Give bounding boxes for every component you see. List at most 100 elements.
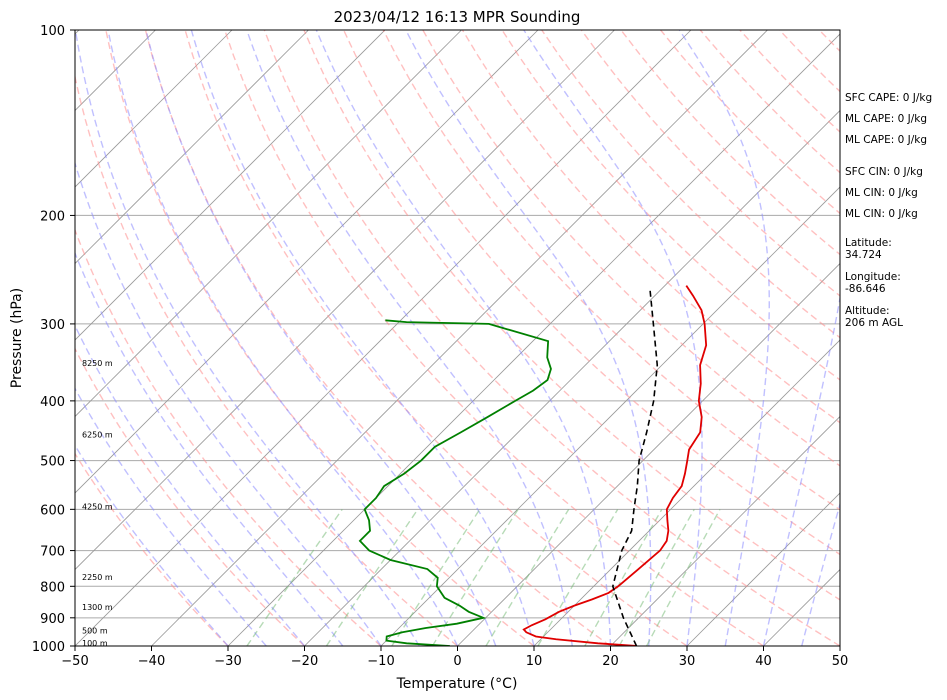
height-label: 4250 m (82, 503, 113, 512)
sfc-cape-text: SFC CAPE: 0 J/kg (845, 92, 933, 104)
moist-adiabat (405, 30, 652, 646)
isotherm-line (75, 30, 692, 646)
moist-adiabat (107, 30, 459, 646)
moist-adiabat (246, 30, 573, 646)
dewpoint-line (358, 319, 552, 646)
background-lines (0, 30, 840, 646)
moist-adiabat (523, 30, 703, 646)
dry-adiabat (461, 30, 840, 424)
isotherm-line (0, 30, 3, 646)
x-tick-label: −10 (367, 654, 394, 669)
moist-adiabat (315, 30, 612, 646)
mixing-ratio-line (618, 508, 695, 646)
height-label: 100 m (82, 639, 108, 648)
mixing-ratio-line (485, 508, 570, 646)
isotherm-line (75, 30, 309, 265)
moist-adiabat (75, 324, 306, 646)
height-label: 6250 m (82, 431, 113, 440)
x-axis-label: Temperature (°C) (396, 676, 518, 692)
y-tick-label: 400 (40, 395, 65, 410)
y-tick-label: 300 (40, 318, 65, 333)
height-label: 8250 m (82, 359, 113, 368)
mixing-ratio-line (246, 508, 343, 646)
dry-adiabat (422, 30, 840, 467)
isotherm-line (533, 339, 840, 646)
x-tick-label: 10 (526, 654, 543, 669)
moist-adiabat (75, 251, 344, 646)
isotherm-line (75, 30, 539, 494)
longitude-label: Longitude: (845, 271, 901, 283)
sounding-info-panel: SFC CAPE: 0 J/kg ML CAPE: 0 J/kg ML CAPE… (845, 92, 947, 329)
isotherm-line (75, 30, 462, 418)
dry-adiabat (303, 30, 840, 601)
isotherm-line (610, 415, 840, 646)
height-labels: 100 m 500 m 1300 m 2250 m 4250 m 6250 m 8250 m (82, 359, 113, 648)
dry-adiabat (184, 30, 688, 646)
mixing-ratio-line (537, 508, 619, 646)
moist-adiabat (75, 387, 267, 646)
ml-cape-text: ML CAPE: 0 J/kg (845, 113, 928, 125)
x-tick-label: 20 (602, 654, 619, 669)
moist-adiabat (801, 501, 840, 646)
x-tick-label: 30 (679, 654, 696, 669)
moist-adiabat (762, 294, 840, 646)
height-label: 2250 m (82, 573, 113, 582)
x-tick-label: 40 (755, 654, 772, 669)
isotherm-line (686, 492, 840, 646)
moist-adiabat (75, 30, 420, 646)
data-series (358, 285, 708, 646)
dry-adiabat (105, 30, 535, 646)
dry-adiabat (144, 30, 611, 646)
altitude-value: 206 m AGL (845, 317, 903, 329)
dry-adiabat (75, 347, 305, 646)
plot-frame (74, 29, 841, 647)
dry-adiabat (263, 30, 840, 646)
mixing-ratio-line (646, 509, 721, 646)
isotherm-line (304, 109, 840, 646)
parcel-path-line (611, 287, 659, 646)
dry-adiabat (75, 452, 229, 646)
ml-cin-text: ML CIN: 0 J/kg (845, 187, 918, 199)
height-label: 500 m (82, 626, 108, 635)
y-tick-label: 800 (40, 580, 65, 595)
y-axis-label: Pressure (hPa) (9, 288, 25, 388)
dry-adiabat (580, 30, 840, 297)
y-tick-label: 1000 (32, 640, 65, 655)
y-tick-label: 600 (40, 503, 65, 518)
mixing-ratio-line (391, 508, 481, 646)
dry-adiabat (382, 30, 840, 511)
y-tick-label: 700 (40, 545, 65, 560)
x-tick-label: 50 (832, 654, 849, 669)
altitude-label: Altitude: (845, 305, 890, 317)
mixing-ratio-line (325, 508, 419, 646)
x-tick-label: −30 (214, 654, 241, 669)
x-tick-label: −40 (138, 654, 165, 669)
height-label: 1300 m (82, 603, 113, 612)
y-tick-label: 900 (40, 612, 65, 627)
dry-adiabat (541, 30, 840, 339)
x-tick-label: 0 (453, 654, 461, 669)
isotherm-line (75, 30, 386, 341)
moist-adiabat (75, 444, 229, 646)
chart-title: 2023/04/12 16:13 MPR Sounding (334, 8, 581, 26)
moist-adiabat (145, 30, 497, 646)
mixing-ratio-line (431, 508, 519, 646)
y-tick-label: 200 (40, 209, 65, 224)
dry-adiabat (75, 228, 382, 646)
axis-ticks: −50 −40 −30 −20 −10 0 10 20 30 40 50 100 200 300 400 50… (32, 24, 848, 669)
moist-adiabat (75, 161, 382, 646)
isotherm-line (75, 30, 233, 188)
dry-adiabat (501, 30, 840, 381)
isotherm-line (380, 186, 840, 646)
moist-adiabat (190, 30, 535, 646)
x-tick-label: −20 (291, 654, 318, 669)
isotherm-line (151, 30, 768, 646)
isotherm-line (457, 262, 840, 646)
y-tick-label: 500 (40, 455, 65, 470)
latitude-label: Latitude: (845, 237, 892, 249)
sfc-cin-text: SFC CIN: 0 J/kg (845, 166, 923, 178)
ml-cape-text-2: ML CAPE: 0 J/kg (845, 134, 928, 146)
y-tick-label: 100 (40, 24, 65, 39)
ml-cin-text-2: ML CIN: 0 J/kg (845, 208, 918, 220)
